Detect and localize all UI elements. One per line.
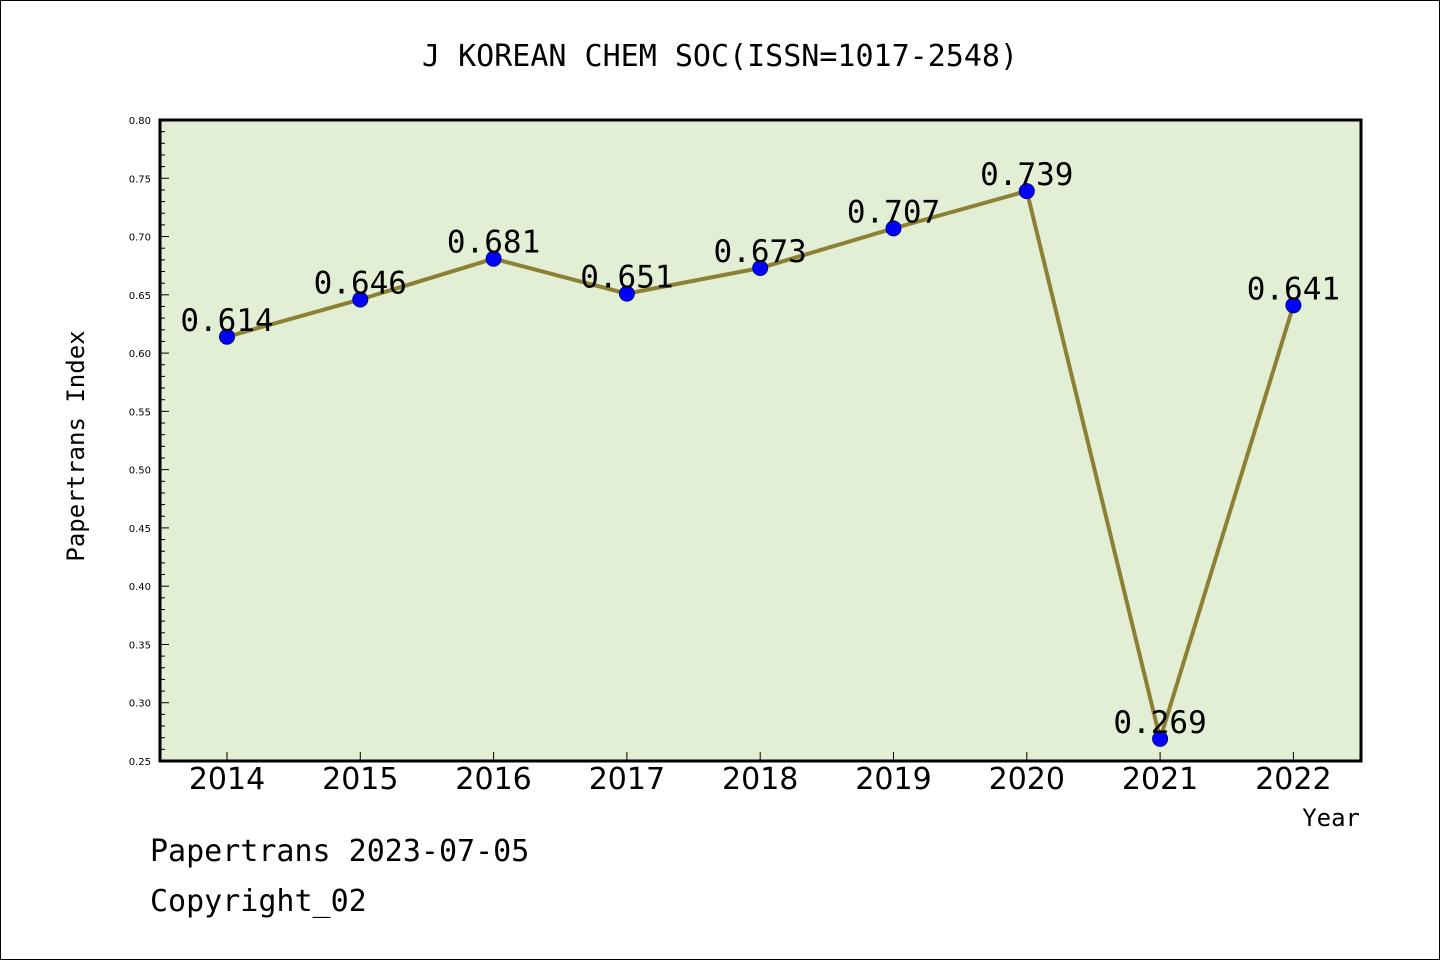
data-point bbox=[485, 250, 502, 267]
footer-date: Papertrans 2023-07-05 bbox=[150, 834, 530, 869]
data-point bbox=[219, 328, 235, 345]
y-tick-label: 0.40 bbox=[129, 582, 151, 593]
x-axis-title: Year bbox=[1302, 804, 1360, 832]
data-label: 0.614 bbox=[180, 303, 273, 339]
x-axis: 2014 2015 2016 2017 2018 2019 2020 2021 2022 bbox=[189, 752, 1332, 797]
data-label: 0.673 bbox=[714, 234, 807, 270]
y-tick-label: 0.70 bbox=[129, 233, 151, 244]
x-tick-label: 2016 bbox=[455, 762, 531, 797]
data-label: 0.681 bbox=[447, 225, 540, 261]
data-point bbox=[1285, 297, 1302, 314]
y-tick-label: 0.30 bbox=[129, 699, 151, 710]
y-axis-title: Papertrans Index bbox=[62, 330, 90, 561]
y-tick-label: 0.50 bbox=[129, 466, 151, 477]
data-label: 0.651 bbox=[580, 260, 673, 296]
y-tick-label: 0.25 bbox=[129, 757, 151, 768]
y-tick-label: 0.65 bbox=[129, 291, 151, 302]
x-tick-label: 2015 bbox=[322, 762, 398, 797]
data-label: 0.646 bbox=[314, 265, 407, 301]
x-tick-label: 2020 bbox=[989, 762, 1065, 797]
data-label: 0.641 bbox=[1247, 271, 1340, 307]
chart-title: J KOREAN CHEM SOC(ISSN=1017-2548) bbox=[422, 39, 1018, 74]
x-tick-label: 2017 bbox=[589, 762, 665, 797]
data-label: 0.269 bbox=[1113, 705, 1206, 741]
series-line: 0.614 0.646 0.681 0.651 0.673 0.707 0.739 0.269… bbox=[180, 157, 1340, 747]
x-tick-label: 2019 bbox=[855, 762, 931, 797]
y-tick-label: 0.45 bbox=[129, 524, 151, 535]
x-tick-label: 2014 bbox=[189, 762, 265, 797]
footer-copyright: Copyright_02 bbox=[150, 884, 367, 919]
y-tick-label: 0.35 bbox=[129, 640, 151, 651]
data-point bbox=[885, 220, 902, 237]
plot-area bbox=[158, 118, 1363, 763]
data-point bbox=[1152, 730, 1169, 747]
y-tick-label: 0.55 bbox=[129, 407, 151, 418]
data-point bbox=[618, 285, 635, 302]
y-tick-label: 0.75 bbox=[129, 174, 151, 185]
x-tick-label: 2018 bbox=[722, 762, 798, 797]
y-tick-label: 0.60 bbox=[129, 349, 151, 360]
data-point bbox=[352, 291, 369, 308]
data-point bbox=[1018, 183, 1035, 200]
data-label: 0.707 bbox=[847, 194, 940, 230]
x-tick-label: 2021 bbox=[1122, 762, 1198, 797]
y-tick-label: 0.80 bbox=[129, 116, 151, 127]
y-axis: 0.25 0.30 0.35 0.40 0.45 0.50 0.55 0.60 0.65 0.70… bbox=[129, 116, 169, 768]
x-tick-label: 2022 bbox=[1255, 762, 1331, 797]
data-point bbox=[752, 260, 769, 277]
data-label: 0.739 bbox=[980, 157, 1073, 193]
